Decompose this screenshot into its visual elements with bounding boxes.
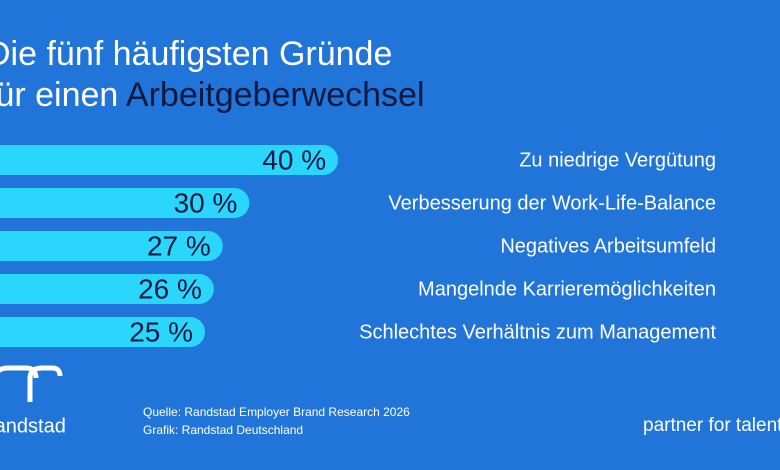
- slogan: partner for talent: [643, 415, 780, 436]
- category-label: Schlechtes Verhältnis zum Management: [359, 321, 716, 343]
- value-label: 30 %: [174, 187, 238, 218]
- bar: [0, 317, 206, 347]
- title-line-2: für einen Arbeitgeberwechsel: [0, 76, 425, 114]
- value-label: 26 %: [138, 273, 202, 304]
- value-label: 25 %: [129, 316, 193, 347]
- source: Quelle: Randstad Employer Brand Research…: [143, 405, 410, 419]
- bar: [0, 188, 250, 218]
- bar: [0, 231, 223, 261]
- logo-shape: [0, 365, 39, 379]
- logo: [0, 365, 63, 402]
- category-label: Verbesserung der Work-Life-Balance: [388, 192, 716, 214]
- bar: [0, 145, 339, 175]
- title-part: für einen: [0, 76, 118, 114]
- brand: randstad: [0, 415, 66, 437]
- title-line-1: Die fünf häufigsten Gründe: [0, 35, 392, 73]
- category-label: Zu niedrige Vergütung: [519, 149, 716, 171]
- title-highlight: Arbeitgeberwechsel: [126, 76, 425, 114]
- credit: Grafik: Randstad Deutschland: [143, 423, 303, 437]
- category-label: Negatives Arbeitsumfeld: [500, 235, 716, 257]
- logo-shape: [27, 365, 63, 402]
- value-label: 27 %: [147, 230, 211, 261]
- category-label: Mangelnde Karrieremöglichkeiten: [418, 278, 716, 300]
- bar: [0, 274, 214, 304]
- value-label: 40 %: [262, 144, 326, 175]
